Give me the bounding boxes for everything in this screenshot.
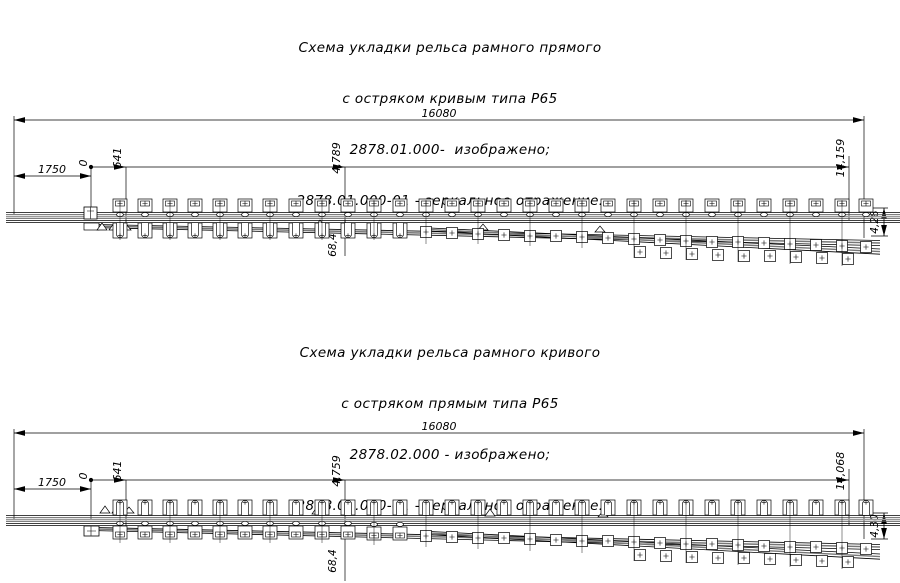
f2-arrow-641 <box>114 477 126 483</box>
f2-second-diverging-rail <box>419 530 881 560</box>
figure-2-title-line-1: Схема укладки рельса рамного кривого <box>299 345 601 361</box>
f1-heel-block <box>83 206 100 231</box>
f1-dim-428-label: 4,28 <box>869 210 881 234</box>
f2-dim-origin-label: 0 <box>77 473 90 480</box>
f2-dim-1750-label: 1750 <box>38 476 66 489</box>
f2-dim-684-label: 68,4 <box>327 549 339 572</box>
f1-dim-origin-label: 0 <box>77 160 90 167</box>
f1-fasteners-top <box>112 198 874 218</box>
f1-dim-14159-label: 14,159 <box>834 139 847 178</box>
f1-dim-overall-label: 16080 <box>422 108 457 120</box>
f2-dim-14068-label: 14,068 <box>834 452 847 491</box>
f1-dim-4789-label: 4,789 <box>330 142 343 174</box>
f2-dim-4759-label: 4,759 <box>330 455 343 487</box>
figure-1-title-line-1: Схема укладки рельса рамного прямого <box>298 40 602 56</box>
f1-dim-641-label: 641 <box>111 148 124 169</box>
figure-2-title-line-3: 2878.02.000 - изображено; <box>349 447 551 463</box>
f2-dim-overall-label: 16080 <box>422 421 457 433</box>
f2-arrow-14068 <box>837 477 849 483</box>
figure-1-title-line-2: с остряком кривым типа Р65 <box>342 91 558 107</box>
figure-1-svg: 16080 1750 0 641 4,789 14,159 68,4 4,28 <box>6 108 900 266</box>
f2-stock-rail <box>6 515 900 526</box>
f1-fasteners-bottom <box>112 222 408 239</box>
f1-arrow-641 <box>114 164 126 170</box>
f1-arrow-4789 <box>333 164 345 170</box>
f1-tie-marks <box>119 200 843 266</box>
figure-2-title-line-2: с остряком прямым типа Р65 <box>341 396 559 412</box>
f1-dim-684-label: 68,4 <box>327 233 339 256</box>
figure-2-svg: 16080 1750 0 641 4,759 14,068 68,4 4,30 <box>6 421 900 581</box>
f2-dim-641-label: 641 <box>111 461 124 482</box>
figure-1-drawing: 16080 1750 0 641 4,789 14,159 68,4 4,28 <box>0 108 900 283</box>
figure-2-drawing: 16080 1750 0 641 4,759 14,068 68,4 4,30 <box>0 421 900 583</box>
f2-arrow-4759 <box>333 477 345 483</box>
f2-heel-block <box>83 525 100 537</box>
f1-arrow-14159 <box>837 164 849 170</box>
figure-1-title-line-3: 2878.01.000- изображено; <box>349 142 551 158</box>
f1-dim-1750-label: 1750 <box>38 163 66 176</box>
f2-tie-marks <box>119 501 843 569</box>
